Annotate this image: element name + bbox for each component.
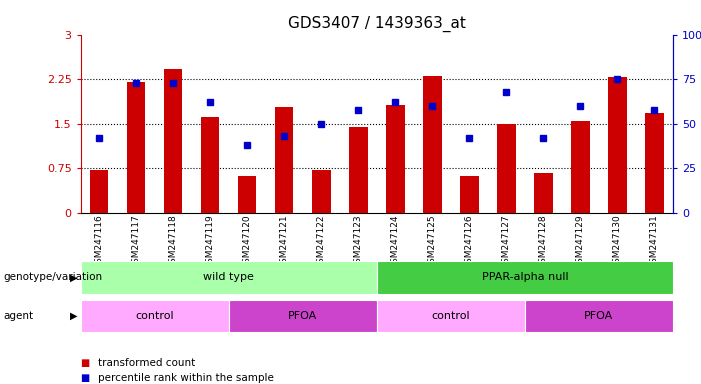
Bar (201, 117, 219, 213)
Text: ▶: ▶ (69, 272, 77, 283)
Title: GDS3407 / 1439363_at: GDS3407 / 1439363_at (288, 16, 465, 32)
Bar (90, 170, 109, 213)
Text: PPAR-alpha null: PPAR-alpha null (482, 272, 569, 283)
Text: agent: agent (4, 311, 34, 321)
Text: ▶: ▶ (69, 311, 77, 321)
Text: wild type: wild type (203, 272, 254, 283)
Bar (386, 105, 404, 213)
Text: PFOA: PFOA (288, 311, 318, 321)
Bar (423, 76, 442, 213)
Bar (460, 176, 479, 213)
Bar (238, 176, 257, 213)
Text: genotype/variation: genotype/variation (4, 272, 102, 283)
Bar (534, 173, 552, 213)
Bar (571, 121, 590, 213)
Text: ■: ■ (81, 373, 90, 383)
Bar (127, 82, 145, 213)
Bar (312, 170, 330, 213)
Bar (497, 124, 516, 213)
Bar (349, 127, 367, 213)
Text: control: control (432, 311, 470, 321)
Bar (164, 69, 182, 213)
Bar (275, 107, 294, 213)
Text: PFOA: PFOA (585, 311, 613, 321)
Text: percentile rank within the sample: percentile rank within the sample (98, 373, 274, 383)
Text: ■: ■ (81, 358, 90, 368)
Bar (608, 78, 627, 213)
Bar (645, 113, 664, 213)
Text: control: control (135, 311, 174, 321)
Text: transformed count: transformed count (98, 358, 196, 368)
